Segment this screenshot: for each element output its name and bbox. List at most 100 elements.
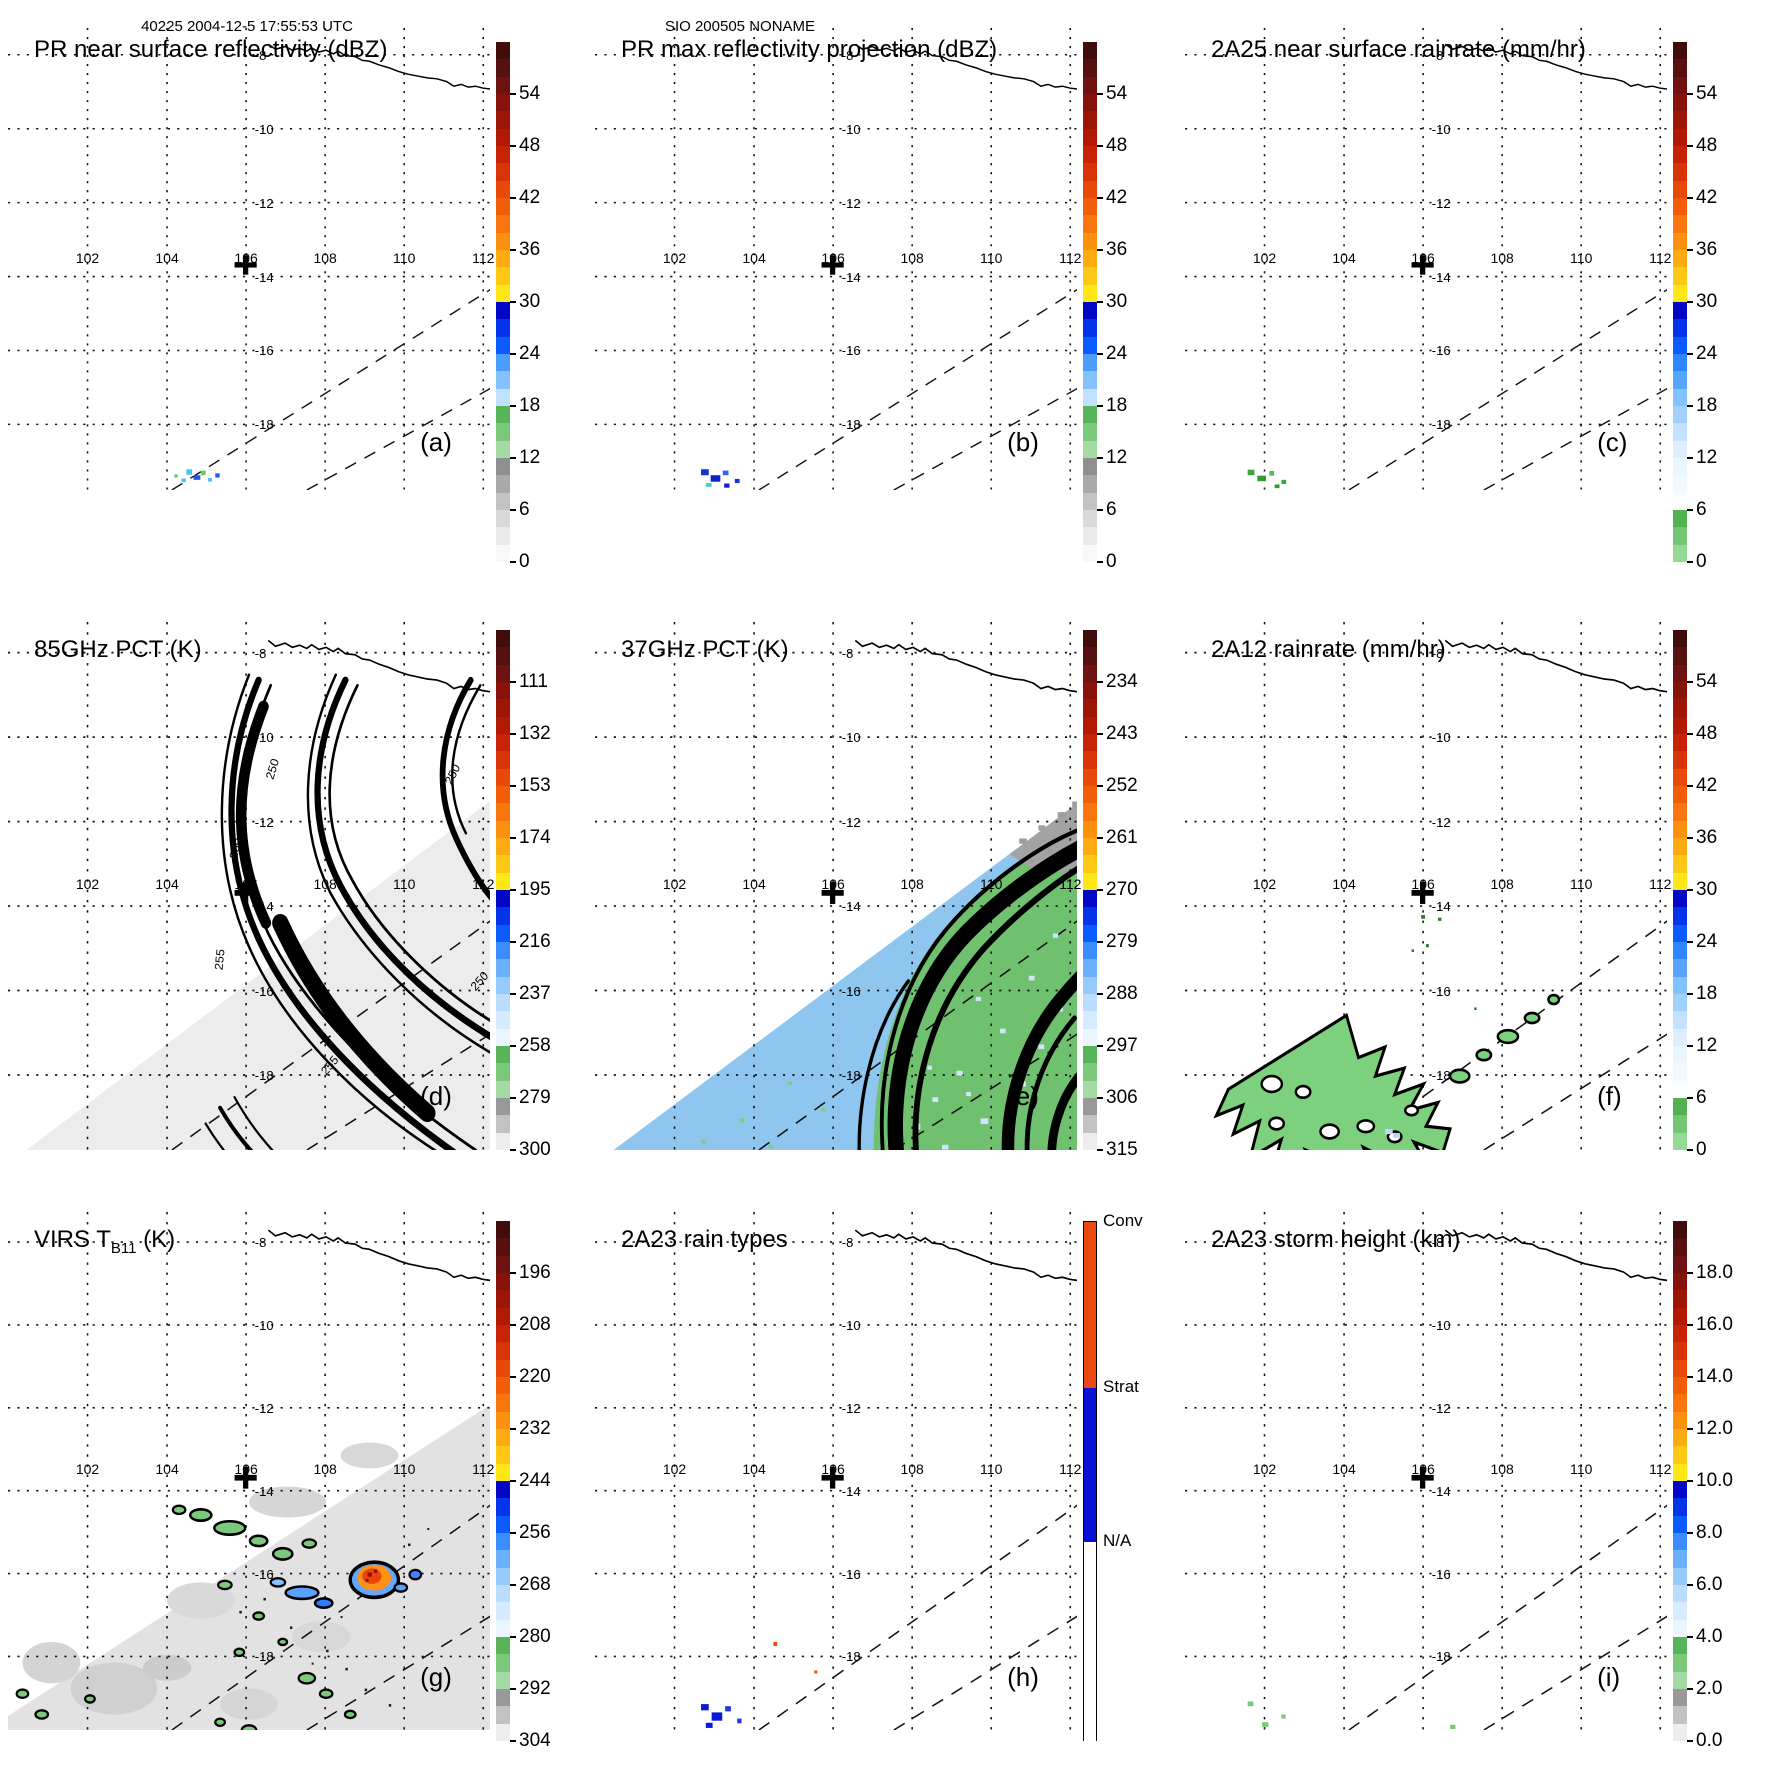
colorbar-tick-label: 196 (519, 1262, 551, 1283)
colorbar-step (496, 1723, 510, 1741)
colorbar-step (1673, 284, 1687, 302)
colorbar-step (496, 1602, 510, 1620)
colorbar-step (1673, 889, 1687, 908)
lat-label: -14 (841, 269, 861, 285)
colorbar-step (1673, 457, 1687, 476)
colorbar-tick-label: 174 (519, 827, 551, 848)
panel-letter: (e) (1007, 1080, 1039, 1111)
panel-i: 2A23 storm height (km) (i) 102 104 106 108 1… (1185, 1212, 1745, 1751)
colorbar-step (1083, 128, 1097, 146)
lon-label: 108 (900, 876, 924, 893)
colorbar-step (1673, 941, 1687, 960)
colorbar-tick-label: 261 (1106, 827, 1138, 848)
colorbar-step (1083, 1097, 1097, 1116)
data-layer-over (1213, 915, 1561, 1150)
colorbar-step (496, 457, 510, 476)
colorbar-tick-label: 48 (1106, 135, 1128, 156)
swath-edge-dashes (758, 1504, 1077, 1730)
colorbar-step (1673, 1290, 1687, 1308)
lat-label: -16 (1431, 983, 1451, 999)
lat-label: -12 (1431, 1400, 1451, 1416)
lat-label: -8 (1431, 1235, 1444, 1251)
colorbar-tick (1687, 509, 1693, 511)
colorbar-segment (1084, 1388, 1096, 1542)
colorbar-step (496, 1567, 510, 1585)
colorbar-tick (1687, 1480, 1693, 1482)
colorbar-tick (1097, 249, 1103, 251)
colorbar-tick (1687, 1376, 1693, 1378)
colorbar-step (1673, 1376, 1687, 1395)
colorbar-step (1083, 215, 1097, 233)
colorbar-step (496, 163, 510, 181)
lon-label: 106 (821, 249, 845, 266)
colorbar-tick-label: 12 (1106, 447, 1128, 468)
lat-label: -18 (1431, 1068, 1451, 1084)
colorbar-tick-label: 315 (1106, 1139, 1138, 1160)
colorbar-step (1673, 1080, 1687, 1098)
swath-edge-dashes (171, 288, 490, 490)
map-plot (595, 622, 1077, 1150)
colorbar-step (496, 1011, 510, 1029)
colorbar-step (1673, 907, 1687, 925)
colorbar-step (1083, 733, 1097, 752)
colorbar-tick (1687, 457, 1693, 459)
colorbar-tick (1687, 993, 1693, 995)
colorbar-tick (1097, 145, 1103, 147)
colorbar-step (496, 1636, 510, 1655)
lon-label: 112 (1649, 249, 1672, 266)
colorbar-tick-label: 0 (1696, 551, 1707, 572)
colorbar-tick (510, 93, 516, 95)
lat-label: -10 (1431, 730, 1451, 746)
lat-label: -14 (841, 1483, 861, 1499)
colorbar-tick-label: 268 (519, 1574, 551, 1595)
colorbar-step (1083, 509, 1097, 528)
colorbar-step (1673, 336, 1687, 354)
colorbar-step (1083, 267, 1097, 285)
colorbar-tick (1687, 1045, 1693, 1047)
colorbar-step (1083, 855, 1097, 873)
colorbar-step (496, 716, 510, 734)
lat-label: -14 (254, 1483, 274, 1499)
colorbar-step (1083, 42, 1097, 60)
lon-label: 106 (821, 1461, 845, 1478)
colorbar-tick-label: 6 (519, 499, 530, 520)
colorbar-step (1673, 492, 1687, 510)
colorbar-step (496, 1238, 510, 1256)
colorbar-step (1083, 475, 1097, 493)
lat-label: -18 (841, 1068, 861, 1084)
lon-label: 112 (1059, 249, 1082, 266)
colorbar-step (496, 1463, 510, 1481)
colorbar-step (496, 993, 510, 1012)
panel-title: PR max reflectivity projection (dBZ) (621, 36, 997, 67)
colorbar-step (1673, 145, 1687, 164)
lat-label: -18 (1431, 1649, 1451, 1665)
colorbar-tick-label: 14.0 (1696, 1366, 1733, 1387)
colorbar-tick (1687, 93, 1693, 95)
lon-label: 108 (313, 876, 337, 893)
colorbar-step (1673, 1671, 1687, 1689)
map-plot (1185, 28, 1667, 490)
lat-label: -10 (841, 730, 861, 746)
colorbar-step (496, 1290, 510, 1308)
colorbar-tick-label: 270 (1106, 879, 1138, 900)
lat-label: -8 (1431, 645, 1444, 661)
panel-title: 2A23 rain types (621, 1226, 788, 1257)
colorbar-step (1083, 492, 1097, 510)
location-marker-icon (821, 881, 844, 904)
lon-label: 102 (75, 249, 100, 266)
colorbar-step (1083, 336, 1097, 354)
lon-label: 112 (1649, 1461, 1672, 1478)
colorbar-tick-label: 18 (1696, 395, 1718, 416)
colorbar-step (496, 1706, 510, 1724)
colorbar-step (1673, 1498, 1687, 1516)
map-plot (595, 28, 1077, 490)
panel-title: 2A23 storm height (km) (1211, 1226, 1460, 1257)
colorbar-tick (1687, 941, 1693, 943)
colorbar-step (496, 353, 510, 372)
colorbar-tick (510, 509, 516, 511)
colorbar-tick (1097, 681, 1103, 683)
colorbar-tick (510, 197, 516, 199)
header-orbit-timestamp: 40225 2004-12-5 17:55:53 UTC (141, 18, 353, 35)
colorbar-step (496, 1688, 510, 1707)
colorbar-step (1083, 924, 1097, 942)
